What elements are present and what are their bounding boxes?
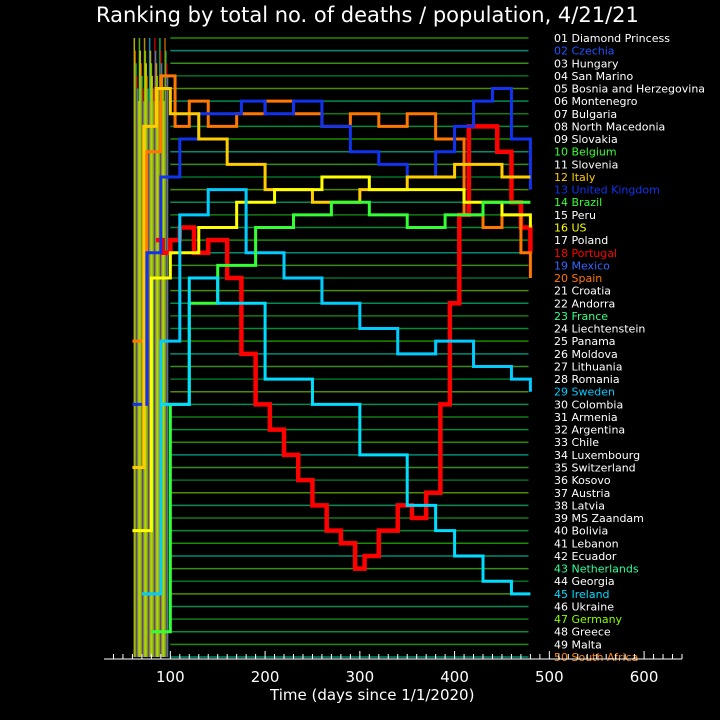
- series-lines: [132, 74, 533, 634]
- rank-label-34: 34 Luxembourg: [554, 449, 640, 462]
- rank-label-44: 44 Georgia: [554, 575, 615, 588]
- rank-label-15: 15 Peru: [554, 209, 596, 222]
- rank-label-43: 43 Netherlands: [554, 563, 639, 576]
- x-axis: 100 200 300 400 500 600: [104, 651, 683, 686]
- x-tick-label: 100: [156, 668, 185, 686]
- rank-label-24: 24 Liechtenstein: [554, 323, 645, 336]
- rank-label-7: 07 Bulgaria: [554, 108, 617, 121]
- chart-title: Ranking by total no. of deaths / populat…: [96, 3, 639, 27]
- rank-label-4: 04 San Marino: [554, 70, 633, 83]
- rank-label-30: 30 Colombia: [554, 398, 623, 411]
- rank-label-42: 42 Ecuador: [554, 550, 617, 563]
- rank-label-21: 21 Croatia: [554, 285, 611, 298]
- rank-label-35: 35 Switzerland: [554, 462, 636, 475]
- rank-label-16: 16 US: [554, 221, 587, 234]
- series-line-45: [160, 276, 531, 596]
- rank-label-12: 12 Italy: [554, 171, 596, 184]
- series-line-18: [156, 124, 533, 571]
- series-line-13: [132, 87, 532, 406]
- rank-label-11: 11 Slovenia: [554, 158, 618, 171]
- x-tick-label: 500: [535, 668, 564, 686]
- rank-label-2: 02 Czechia: [554, 45, 615, 58]
- x-tick-label: 400: [440, 668, 469, 686]
- rank-label-31: 31 Armenia: [554, 411, 618, 424]
- rank-label-14: 14 Brazil: [554, 196, 602, 209]
- rank-label-1: 01 Diamond Princess: [554, 32, 670, 45]
- x-axis-label: Time (days since 1/1/2020): [269, 686, 474, 704]
- rank-label-41: 41 Lebanon: [554, 537, 619, 550]
- rank-label-26: 26 Moldova: [554, 348, 618, 361]
- x-tick-label: 300: [346, 668, 375, 686]
- rank-label-45: 45 Ireland: [554, 588, 610, 601]
- x-tick-label: 600: [630, 668, 659, 686]
- rank-label-38: 38 Latvia: [554, 499, 605, 512]
- rank-label-50: 50 South Africa: [554, 651, 638, 664]
- rank-label-46: 46 Ukraine: [554, 600, 614, 613]
- rank-label-19: 19 Mexico: [554, 259, 610, 272]
- rank-label-32: 32 Argentina: [554, 424, 625, 437]
- rank-label-8: 08 North Macedonia: [554, 120, 665, 133]
- series-line-12: [132, 87, 531, 470]
- x-tick-label: 200: [251, 668, 280, 686]
- rank-label-37: 37 Austria: [554, 487, 610, 500]
- rank-label-27: 27 Lithuania: [554, 360, 622, 373]
- rank-label-49: 49 Malta: [554, 638, 602, 651]
- rank-label-20: 20 Spain: [554, 272, 602, 285]
- rank-label-40: 40 Bolivia: [554, 525, 608, 538]
- rank-label-36: 36 Kosovo: [554, 474, 611, 487]
- rank-label-48: 48 Greece: [554, 626, 611, 639]
- rank-label-10: 10 Belgium: [554, 146, 617, 159]
- rank-label-39: 39 MS Zaandam: [554, 512, 644, 525]
- rank-label-33: 33 Chile: [554, 436, 599, 449]
- rank-label-25: 25 Panama: [554, 335, 616, 348]
- rank-label-29: 29 Sweden: [554, 386, 615, 399]
- rank-label-6: 06 Montenegro: [554, 95, 638, 108]
- rank-label-9: 09 Slovakia: [554, 133, 618, 146]
- rank-label-28: 28 Romania: [554, 373, 620, 386]
- rank-label-17: 17 Poland: [554, 234, 608, 247]
- rank-label-5: 05 Bosnia and Herzegovina: [554, 83, 705, 96]
- rank-label-23: 23 France: [554, 310, 608, 323]
- rank-label-13: 13 United Kingdom: [554, 184, 660, 197]
- rank-label-3: 03 Hungary: [554, 57, 619, 70]
- rank-label-18: 18 Portugal: [554, 247, 617, 260]
- series-line-29: [141, 188, 532, 596]
- rank-label-47: 47 Germany: [554, 613, 623, 626]
- rank-label-22: 22 Andorra: [554, 297, 615, 310]
